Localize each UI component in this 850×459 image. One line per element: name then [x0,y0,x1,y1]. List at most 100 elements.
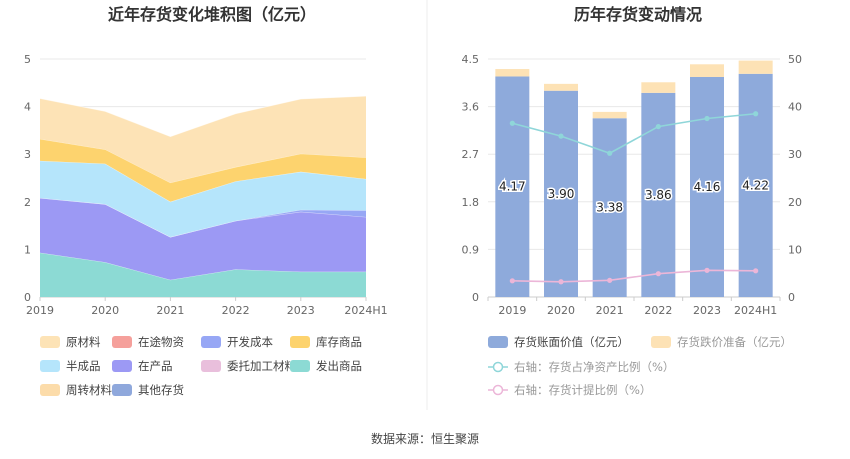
legend-swatch [651,336,671,348]
bar-book-value [495,76,530,297]
x-tick-label: 2024H1 [734,304,777,317]
right-chart-title: 历年存货变动情况 [574,5,702,24]
legend-label: 原材料 [66,335,101,349]
line-point [753,111,759,117]
bar-value-label: 3.38 [596,201,623,215]
bar-impairment [544,83,578,91]
legend-label: 委托加工材料 [227,359,296,373]
y-tick-label: 4.5 [462,53,480,66]
x-tick-label: 2019 [498,304,526,317]
y2-tick-label: 50 [788,53,802,66]
x-tick-label: 2021 [596,304,624,317]
x-tick-label: 2020 [547,304,575,317]
legend-swatch [201,336,221,348]
line-point [558,279,564,285]
legend-label: 存货跌价准备（亿元） [677,335,792,349]
legend-label: 右轴：存货占净资产比例（%） [514,360,674,374]
inventory-bar-chart: 历年存货变动情况 4.17 3.90 3.38 3.86 4.16 4.22 0 0.9 1.… [462,5,803,397]
y-tick-label: 3 [24,148,31,161]
y2-tick-label: 30 [788,148,802,161]
legend-swatch [290,360,310,372]
stacked-area-chart: 近年存货变化堆积图（亿元） 0 1 2 3 4 5 2019 2020 2021 2022 2023… [24,5,388,397]
line-point [509,278,515,284]
data-source: 数据来源：恒生聚源 [371,431,479,446]
y-tick-label: 5 [24,53,31,66]
y2-tick-label: 10 [788,243,802,256]
y-tick-label: 3.6 [462,101,480,114]
legend-label: 存货账面价值（亿元） [514,335,629,349]
y2-tick-label: 40 [788,101,802,114]
y-tick-label: 1 [24,243,31,256]
left-chart-title: 近年存货变化堆积图（亿元） [108,5,316,24]
y-tick-label: 4 [24,101,31,114]
legend-label: 库存商品 [316,335,362,349]
line-point [509,120,515,126]
bar-book-value [592,118,627,297]
line-series [512,269,756,283]
x-tick-label: 2022 [644,304,672,317]
bar-book-value [738,73,773,297]
area-edge [39,138,367,184]
line-point [704,115,710,122]
legend-marker [492,361,504,373]
legend-swatch [112,360,132,372]
legend-label: 周转材料 [66,383,112,397]
legend-swatch [201,360,221,372]
x-tick-label: 2019 [26,304,54,317]
bar-value-label: 4.16 [694,180,721,194]
legend-swatch [112,336,132,348]
y-tick-label: 0 [24,291,31,304]
x-tick-label: 2020 [91,304,119,317]
legend-swatch [290,336,310,348]
bar-impairment [495,69,530,77]
line-point [655,271,661,277]
bar-impairment [592,111,627,119]
y-tick-label: 2 [24,196,31,209]
y-tick-label: 1.8 [462,196,480,209]
bar-book-value [544,90,578,297]
x-tick-label: 2024H1 [344,304,387,317]
bar-impairment [690,64,724,77]
line-point [607,277,613,283]
y-tick-label: 0 [472,291,479,304]
x-tick-label: 2023 [287,304,315,317]
line-point [753,268,759,274]
x-tick-label: 2023 [693,304,721,317]
bar-value-label: 3.90 [548,187,575,201]
line-series [512,112,756,155]
legend-label: 在途物资 [138,335,184,349]
legend-swatch [40,336,60,348]
area-库存商品 [40,138,366,202]
bar-book-value [690,76,724,297]
legend-label: 在产品 [138,359,173,373]
x-tick-label: 2021 [156,304,184,317]
legend-swatch [488,336,508,348]
legend-swatch [40,384,60,396]
bar-impairment [641,82,676,93]
bar-value-label: 3.86 [645,188,672,202]
line-point [607,150,613,156]
legend-label: 右轴：存货计提比例（%） [514,383,651,397]
bar-value-label: 4.22 [742,178,769,192]
area-半成品 [40,160,366,238]
line-point [704,267,710,273]
legend-label: 开发成本 [227,335,273,349]
area-在产品 [40,197,366,280]
area-edge [39,95,367,138]
bar-value-label: 4.17 [499,180,526,194]
legend-label: 发出商品 [316,359,362,373]
y2-tick-label: 20 [788,196,802,209]
legend-swatch [112,384,132,396]
y2-tick-label: 0 [788,291,795,304]
line-point [558,133,564,139]
legend-label: 其他存货 [138,383,184,397]
x-tick-label: 2022 [222,304,250,317]
line-point [655,123,661,130]
bar-impairment [738,60,773,74]
y-tick-label: 2.7 [462,148,480,161]
y-tick-label: 0.9 [462,243,480,256]
legend-label: 半成品 [66,359,101,373]
legend-marker [492,384,504,396]
legend-swatch [40,360,60,372]
